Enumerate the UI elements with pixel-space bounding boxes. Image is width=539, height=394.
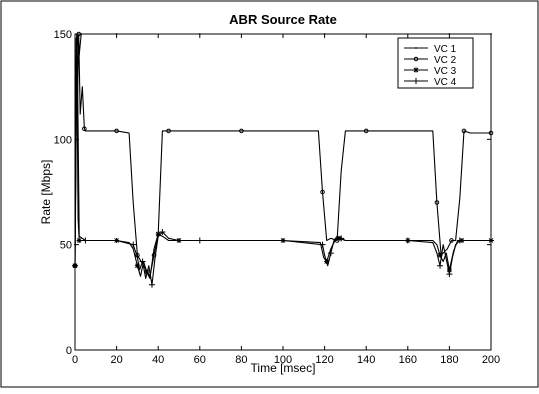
y-tick-label: 150 <box>54 29 72 41</box>
legend-label: VC 2 <box>434 55 457 66</box>
data-point <box>134 263 140 269</box>
legend-marker <box>413 67 419 73</box>
series-line <box>74 33 491 286</box>
data-point <box>327 250 334 257</box>
data-point <box>363 128 369 134</box>
legend: VC 1VC 2VC 3VC 4 <box>397 37 474 89</box>
data-point <box>446 267 452 273</box>
axis-ticks: 0 20 40 60 80 100 120 140 160 180 200 0 50 100 150 <box>54 29 501 366</box>
data-point <box>166 128 171 134</box>
data-point <box>448 33 451 35</box>
data-point <box>82 126 87 132</box>
legend-label: VC 1 <box>434 44 457 55</box>
x-tick-label: 40 <box>152 354 164 366</box>
y-tick-label: 100 <box>54 134 72 146</box>
legend-marker <box>415 47 417 49</box>
data-point <box>198 33 201 35</box>
data-point <box>437 252 443 258</box>
series-line <box>74 33 491 245</box>
x-tick-label: 180 <box>440 354 458 366</box>
legend-label: VC 3 <box>434 66 457 77</box>
data-point <box>338 235 345 242</box>
data-point <box>159 229 166 236</box>
plot-area: 0 20 40 60 80 100 120 140 160 180 200 0 50 100 150 <box>54 29 501 366</box>
x-tick-label: 60 <box>194 354 206 366</box>
chart-title: ABR Source Rate <box>229 12 337 27</box>
data-point <box>490 33 492 35</box>
legend-marker <box>413 78 419 84</box>
data-point <box>139 258 146 265</box>
x-tick-label: 160 <box>399 354 417 366</box>
data-point <box>404 237 411 244</box>
legend-entry-1: VC 1 <box>404 44 457 55</box>
data-point <box>437 262 444 269</box>
data-point <box>434 200 440 205</box>
data-point <box>72 262 78 269</box>
x-tick-label: 100 <box>274 354 292 366</box>
data-point <box>196 237 203 244</box>
legend-marker <box>413 56 419 62</box>
data-point <box>114 128 119 134</box>
x-tick-label: 0 <box>72 354 78 366</box>
y-axis-label: Rate [Mbps] <box>39 160 53 225</box>
x-tick-label: 80 <box>235 354 247 366</box>
data-point <box>320 189 325 195</box>
data-point <box>130 241 137 248</box>
y-tick-label: 50 <box>60 240 72 252</box>
x-axis-label: Time [msec] <box>251 361 316 375</box>
x-tick-label: 140 <box>357 354 375 366</box>
data-point <box>449 238 454 243</box>
data-point <box>461 128 467 134</box>
legend-box <box>397 37 474 89</box>
x-tick-label: 120 <box>315 354 333 366</box>
x-tick-label: 200 <box>482 354 500 366</box>
data-point <box>323 33 326 35</box>
legend-entry-4: VC 4 <box>404 77 457 88</box>
legend-entry-2: VC 2 <box>404 55 457 66</box>
data-point <box>446 271 453 278</box>
data-point <box>239 128 244 134</box>
data-point <box>76 237 82 243</box>
data-point <box>155 231 161 237</box>
data-point <box>82 237 89 244</box>
series-4 <box>72 33 494 288</box>
legend-label: VC 4 <box>434 77 457 88</box>
data-point <box>319 241 326 248</box>
data-point <box>488 237 494 244</box>
x-tick-label: 20 <box>110 354 122 366</box>
y-tick-label: 0 <box>66 345 72 357</box>
legend-entry-3: VC 3 <box>404 66 457 77</box>
data-point <box>488 130 494 136</box>
series-layer <box>72 31 494 288</box>
data-point <box>115 33 118 35</box>
data-point <box>456 237 463 244</box>
data-point <box>148 281 155 288</box>
